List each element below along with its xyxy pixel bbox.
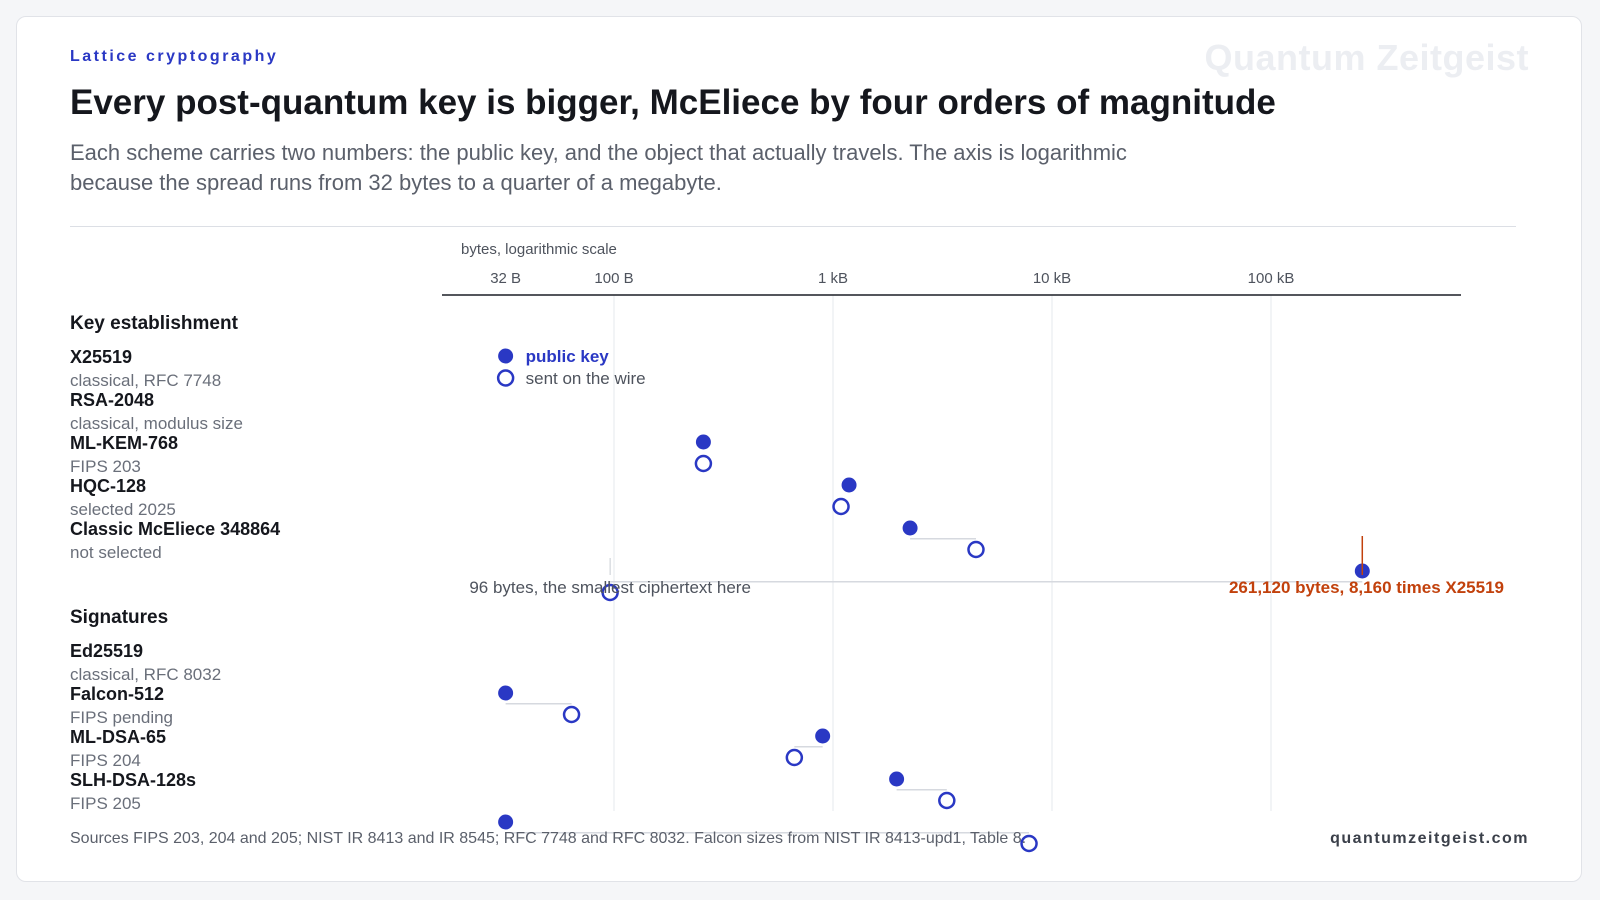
group-title-key-establishment: Key establishment (70, 313, 238, 334)
dot-range-chart: bytes, logarithmic scale 32 B 100 B 1 kB 10 … (442, 241, 1504, 853)
legend-wire-marker (496, 369, 515, 387)
row-name: HQC-128 (70, 476, 147, 496)
legend-public-key-label: public key (526, 347, 610, 366)
wire-point (967, 540, 985, 559)
public-key-point (815, 728, 831, 744)
annotation-smallest-ciphertext: 96 bytes, the smallest ciphertext here (469, 578, 751, 597)
chart-card: Lattice cryptography Quantum Zeitgeist E… (16, 16, 1582, 882)
row-note: classical, RFC 8032 (70, 665, 222, 684)
chart-subtitle: Each scheme carries two numbers: the pub… (70, 140, 1127, 195)
public-key-point (498, 814, 514, 830)
row-note: FIPS 205 (70, 794, 141, 813)
public-key-point (498, 685, 514, 701)
wire-point (785, 748, 804, 767)
row-note: FIPS 204 (70, 751, 141, 770)
site-credit: quantumzeitgeist.com (1330, 830, 1529, 847)
axis-title: bytes, logarithmic scale (461, 241, 617, 258)
tick-label: 10 kB (1033, 270, 1071, 287)
public-key-point (695, 434, 711, 450)
eyebrow-label: Lattice cryptography (70, 48, 279, 65)
row-note: classical, RFC 7748 (70, 371, 222, 390)
tick-label: 100 B (594, 270, 633, 287)
wire-point (832, 497, 850, 516)
row-name: X25519 (70, 347, 133, 367)
legend-public-key-marker (498, 348, 514, 364)
header-divider (70, 226, 1516, 227)
watermark-logo: Quantum Zeitgeist (1204, 37, 1529, 78)
wire-point (601, 583, 619, 602)
legend-wire-label: sent on the wire (526, 369, 646, 388)
row-note: selected 2025 (70, 500, 176, 519)
tick-label: 100 kB (1248, 270, 1295, 287)
row-note: FIPS pending (70, 708, 174, 727)
row-name: Falcon-512 (70, 684, 165, 704)
row-name: ML-KEM-768 (70, 433, 179, 453)
wire-point (562, 705, 581, 724)
tick-label: 1 kB (818, 270, 848, 287)
row-note: FIPS 203 (70, 457, 141, 476)
row-name: SLH-DSA-128s (70, 770, 197, 790)
row-note: not selected (70, 543, 162, 562)
row-name: RSA-2048 (70, 390, 155, 410)
public-key-point (841, 477, 857, 493)
row-labels: Key establishment X25519 classical, RFC … (70, 17, 450, 881)
public-key-point (889, 771, 905, 787)
chart-title: Every post-quantum key is bigger, McElie… (70, 83, 1276, 122)
annotation-mceliece-size: 261,120 bytes, 8,160 times X25519 (1229, 578, 1504, 597)
group-title-signatures: Signatures (70, 607, 169, 628)
public-key-point (902, 520, 918, 536)
wire-point (694, 454, 713, 473)
row-name: ML-DSA-65 (70, 727, 167, 747)
wire-point (938, 791, 956, 810)
row-note: classical, modulus size (70, 414, 243, 433)
tick-label: 32 B (490, 270, 521, 287)
wire-point (1020, 834, 1038, 853)
row-name: Ed25519 (70, 641, 144, 661)
sources-footnote: Sources FIPS 203, 204 and 205; NIST IR 8… (70, 830, 1027, 847)
row-name: Classic McEliece 348864 (70, 519, 281, 539)
